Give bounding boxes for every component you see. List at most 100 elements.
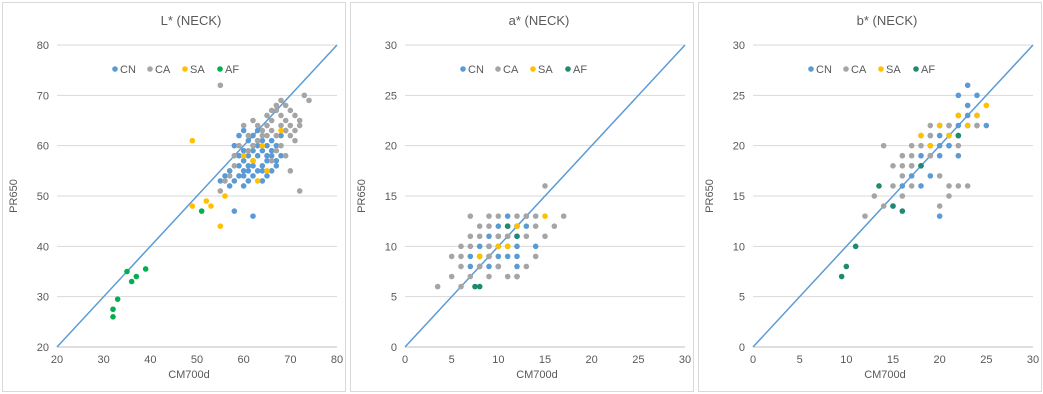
chart-0-point-ca bbox=[287, 168, 294, 174]
chart-1-x-tick-label: 20 bbox=[586, 354, 598, 366]
chart-a: 00 5 5 10 10 15 15 20 20 25 25 30 30 a* (NECK) CM700d P… bbox=[356, 13, 691, 381]
chart-1-point-af bbox=[514, 233, 520, 240]
chart-0-point-cn bbox=[278, 152, 284, 159]
chart-0-x-tick-label: 80 bbox=[331, 354, 343, 366]
chart-2-point-af bbox=[852, 243, 859, 250]
chart-0-reference-line bbox=[56, 44, 338, 348]
chart-1-x-tick-label: 25 bbox=[632, 354, 644, 366]
chart-1-point-cn bbox=[514, 263, 520, 270]
chart-2-point-cn bbox=[983, 122, 990, 129]
chart-0-point-ca bbox=[292, 137, 298, 144]
chart-0-point-cn bbox=[259, 137, 266, 144]
chart-0-y-tick-label: 80 bbox=[37, 40, 49, 52]
chart-0-y-tick-label: 70 bbox=[37, 90, 49, 102]
chart-2-point-af bbox=[899, 208, 906, 214]
chart-0-point-cn bbox=[254, 168, 261, 174]
chart-2-point-ca bbox=[890, 163, 896, 169]
chart-2-point-cn bbox=[936, 132, 943, 139]
chart-0-point-sa bbox=[217, 223, 224, 229]
chart-1-legend-label-af: AF bbox=[573, 64, 587, 76]
chart-0-point-af bbox=[124, 268, 130, 275]
chart-0-point-sa bbox=[240, 152, 247, 159]
chart-0-point-ca bbox=[217, 188, 224, 194]
chart-1-legend-label-sa: SA bbox=[538, 64, 553, 76]
chart-2-legend-label-af: AF bbox=[921, 64, 935, 76]
chart-2-point-ca bbox=[890, 183, 896, 189]
chart-0-legend-marker-cn bbox=[112, 66, 118, 72]
chart-0-point-af bbox=[198, 208, 205, 214]
chart-0-point-ca bbox=[250, 117, 256, 124]
chart-0-y-tick-label: 40 bbox=[37, 241, 49, 253]
chart-b: 00 5 5 10 10 15 15 20 20 25 25 30 30 b* (NECK) CM700d P… bbox=[704, 13, 1039, 381]
chart-0-point-sa bbox=[278, 127, 284, 134]
chart-2-point-cn bbox=[946, 142, 952, 149]
chart-1-point-cn bbox=[486, 263, 492, 270]
chart-0-point-ca bbox=[287, 122, 294, 129]
chart-1-point-sa bbox=[514, 223, 520, 229]
chart-1-x-tick-label: 30 bbox=[679, 354, 691, 366]
chart-2-point-cn bbox=[899, 183, 906, 189]
chart-0-point-ca bbox=[273, 132, 280, 139]
chart-0-point-ca bbox=[245, 147, 252, 154]
chart-0-y-axis-label: PR650 bbox=[8, 179, 20, 213]
chart-2-x-tick-label: 15 bbox=[887, 354, 899, 366]
chart-1-point-ca bbox=[476, 233, 483, 240]
chart-1-legend-label-ca: CA bbox=[503, 64, 519, 76]
chart-1-point-ca bbox=[495, 233, 502, 240]
chart-0-point-cn bbox=[245, 168, 252, 174]
chart-1-point-ca bbox=[514, 273, 520, 280]
chart-1-point-sa bbox=[476, 253, 483, 260]
chart-1-point-cn bbox=[514, 243, 520, 250]
chart-1-point-ca bbox=[467, 213, 474, 219]
chart-0-point-ca bbox=[287, 107, 294, 114]
chart-1-point-cn bbox=[467, 253, 474, 260]
chart-0-point-ca bbox=[236, 142, 242, 149]
chart-2-point-ca bbox=[927, 132, 934, 139]
chart-1-point-ca bbox=[523, 213, 530, 219]
chart-1-point-af bbox=[472, 283, 478, 290]
chart-2-point-cn bbox=[955, 122, 962, 129]
chart-0-point-cn bbox=[268, 152, 275, 159]
chart-1-point-ca bbox=[532, 223, 539, 229]
chart-2-y-tick-label: 30 bbox=[733, 40, 745, 52]
chart-0-point-cn bbox=[250, 132, 256, 139]
chart-0-point-cn bbox=[259, 163, 266, 169]
chart-0-point-sa bbox=[222, 193, 228, 199]
chart-1-point-ca bbox=[486, 213, 492, 219]
chart-0-point-cn bbox=[259, 147, 266, 154]
chart-0-point-cn bbox=[268, 147, 275, 154]
chart-0-x-tick-label: 30 bbox=[98, 354, 110, 366]
chart-1-point-cn bbox=[523, 223, 530, 229]
chart-0-point-af bbox=[110, 314, 116, 320]
chart-1-point-sa bbox=[495, 243, 502, 250]
chart-0-point-ca bbox=[222, 178, 228, 184]
chart-1-point-ca bbox=[458, 263, 464, 270]
chart-0-point-cn bbox=[245, 178, 252, 184]
chart-0-point-ca bbox=[231, 152, 238, 159]
chart-2-point-cn bbox=[918, 152, 924, 159]
chart-0-point-af bbox=[133, 273, 140, 280]
chart-0-point-ca bbox=[231, 163, 238, 169]
chart-0-point-ca bbox=[306, 97, 312, 104]
chart-0-point-ca bbox=[296, 122, 303, 129]
chart-1-point-ca bbox=[476, 223, 483, 229]
chart-0-legend-label-ca: CA bbox=[155, 64, 171, 76]
chart-2-point-ca bbox=[908, 183, 915, 189]
chart-2-point-af bbox=[890, 203, 896, 209]
chart-1-y-tick-label: 5 bbox=[391, 292, 397, 304]
chart-1-point-ca bbox=[486, 273, 492, 280]
chart-0-point-ca bbox=[278, 122, 284, 129]
chart-2-y-tick-label: 0 bbox=[739, 342, 745, 354]
chart-0-point-ca bbox=[287, 132, 294, 139]
chart-1-point-ca bbox=[448, 253, 455, 260]
chart-1-point-cn bbox=[504, 253, 511, 260]
chart-0-point-ca bbox=[282, 117, 289, 124]
chart-0-point-ca bbox=[273, 147, 280, 154]
chart-2-point-ca bbox=[955, 183, 962, 189]
chart-2-point-cn bbox=[918, 183, 924, 189]
chart-0-y-tick-label: 50 bbox=[37, 191, 49, 203]
chart-2-point-sa bbox=[955, 112, 962, 119]
chart-2-legend-marker-af bbox=[913, 66, 919, 72]
chart-0-point-cn bbox=[245, 137, 252, 144]
